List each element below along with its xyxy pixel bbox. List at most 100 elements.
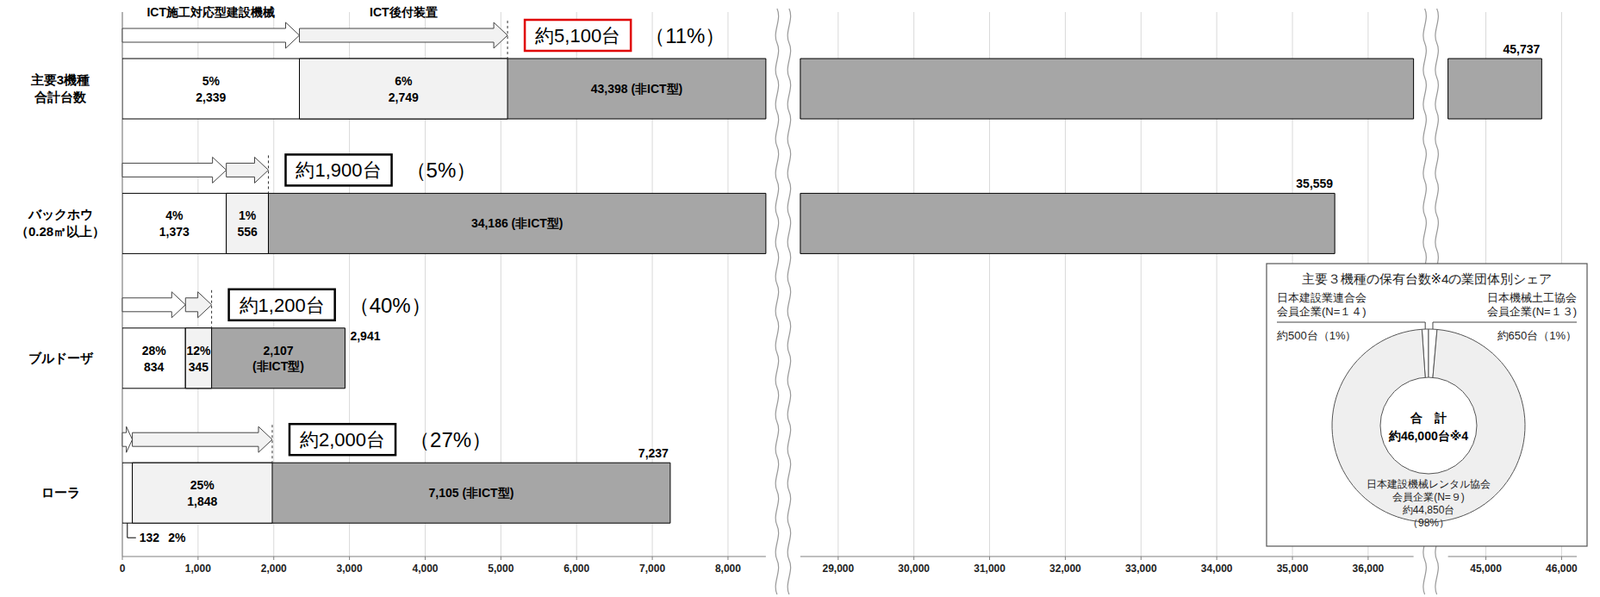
dashed-line	[211, 290, 212, 329]
arrow	[122, 292, 186, 318]
tick-label: 32,000	[1049, 562, 1082, 575]
text-line: 日本機械土工協会	[1487, 291, 1577, 305]
slice-label: 日本建設業連合会会員企業(N=１４)	[1276, 291, 1367, 318]
tick-label: 5,000	[487, 562, 514, 575]
bar: ICT施工対応型建設機械	[122, 58, 300, 119]
x-axis	[800, 555, 1414, 557]
arrow	[122, 22, 300, 49]
tick-label: 34,000	[1201, 562, 1233, 575]
text-line: (非ICT型)	[252, 359, 305, 374]
text-line: ローラ	[41, 485, 81, 500]
callout-box	[524, 19, 631, 51]
share-label: 6%	[394, 74, 413, 88]
legend-label: ICT後付装置	[369, 5, 438, 19]
value-label: 345	[188, 360, 210, 374]
pie-title: 主要３機種の保有台数※4の業団体別シェア	[1301, 271, 1553, 287]
category-label: ローラ	[41, 485, 81, 500]
dashed-line	[267, 155, 269, 193]
bar: 非ICT型	[132, 462, 671, 523]
total-label: 35,559	[1295, 176, 1333, 191]
value-label: 2,339	[195, 90, 226, 105]
bar: 非ICT型	[185, 328, 345, 389]
arrow	[185, 292, 212, 318]
tick-label: 31,000	[973, 562, 1006, 575]
bar: ICT後付装置	[226, 192, 269, 254]
value-label: 1,373	[159, 224, 190, 239]
bar: ICT後付装置	[132, 462, 273, 523]
text-line: 主要3機種	[30, 72, 90, 88]
tick-label: 46,000	[1545, 562, 1578, 575]
arrow	[226, 156, 269, 183]
bar: 非ICT型	[299, 58, 1543, 119]
callout-label: 約1,200台	[239, 294, 325, 317]
callout-label: 約1,900台	[295, 159, 381, 181]
arrow	[132, 426, 273, 453]
share-label: 12%	[186, 343, 212, 358]
slice-value: 約44,850台	[1402, 504, 1456, 517]
text-line: 会員企業(N=１３)	[1487, 305, 1577, 318]
bar: ICT後付装置	[299, 58, 509, 119]
tick-label: 29,000	[821, 562, 854, 575]
slice-value: 約650台（1%）	[1497, 329, 1577, 343]
text-line: （0.28㎥以上）	[15, 224, 106, 239]
dashed-line	[507, 20, 509, 59]
x-axis	[1448, 555, 1577, 557]
bar: ICT後付装置	[185, 328, 212, 389]
value-label: 34,186 (非ICT型)	[471, 216, 564, 231]
slice-label: 日本機械土工協会会員企業(N=１３)	[1487, 291, 1577, 318]
slice-label: 会員企業(N=９)	[1392, 491, 1465, 504]
pie-center-label: 合 計	[1409, 410, 1447, 425]
tick-label: 6,000	[563, 562, 590, 575]
pie	[1332, 329, 1526, 523]
value-label: 2,749	[388, 90, 419, 105]
tick-label: 33,000	[1125, 562, 1158, 575]
text-line: 日本建設業連合会	[1276, 291, 1367, 305]
tick-label: 0	[119, 562, 126, 575]
callout-share: （11%）	[644, 24, 726, 48]
value-label: 7,105 (非ICT型)	[429, 485, 515, 500]
slice-value: （98%）	[1407, 516, 1450, 530]
callout-label: 約2,000台	[299, 429, 386, 451]
callout-box	[229, 289, 336, 321]
bar: ICT施工対応型建設機械	[122, 462, 133, 523]
total-label: 45,737	[1502, 42, 1540, 57]
pie-center-label: 約46,000台※4	[1388, 429, 1469, 443]
tick-label: 36,000	[1352, 562, 1385, 575]
arrow	[122, 156, 227, 183]
slice-value: 約500台（1%）	[1276, 329, 1357, 343]
text-line: 7,105 (非ICT型)	[429, 485, 515, 500]
value-label: 43,398 (非ICT型)	[591, 81, 684, 96]
x-axis	[122, 555, 766, 557]
share-label: 1%	[238, 208, 257, 223]
text-line: 34,186 (非ICT型)	[471, 216, 564, 231]
tick-label: 8,000	[715, 562, 741, 575]
axis-break-band	[781, 8, 785, 595]
callout-label: 約5,100台	[535, 24, 621, 47]
value-label: 132	[139, 530, 161, 545]
leader-line	[1276, 322, 1426, 330]
text-line: 2,107	[262, 343, 293, 358]
share-label: 2%	[168, 530, 187, 545]
axis-break-line	[787, 8, 791, 595]
value-label: 834	[143, 360, 165, 374]
axis-break-line	[775, 8, 779, 595]
share-label: 25%	[190, 478, 216, 492]
text-line: 43,398 (非ICT型)	[591, 81, 684, 96]
share-label: 4%	[165, 208, 184, 223]
arrow	[299, 22, 509, 49]
text-line: ブルドーザ	[28, 350, 94, 366]
arrow	[122, 426, 133, 453]
text-line: 合計台数	[33, 89, 88, 105]
value-label: 1,848	[186, 494, 218, 509]
tick-label: 3,000	[336, 562, 363, 575]
tick-label: 35,000	[1276, 562, 1309, 575]
callout-box	[289, 423, 396, 455]
tick-label: 30,000	[897, 562, 930, 575]
inset-frame	[1266, 263, 1588, 547]
tick-label: 4,000	[411, 562, 438, 575]
tick-label: 2,000	[261, 562, 287, 575]
tick-label: 1,000	[185, 562, 212, 575]
text-line: バックホウ	[27, 206, 94, 222]
slice	[1332, 329, 1526, 523]
total-label: 7,237	[638, 446, 669, 461]
